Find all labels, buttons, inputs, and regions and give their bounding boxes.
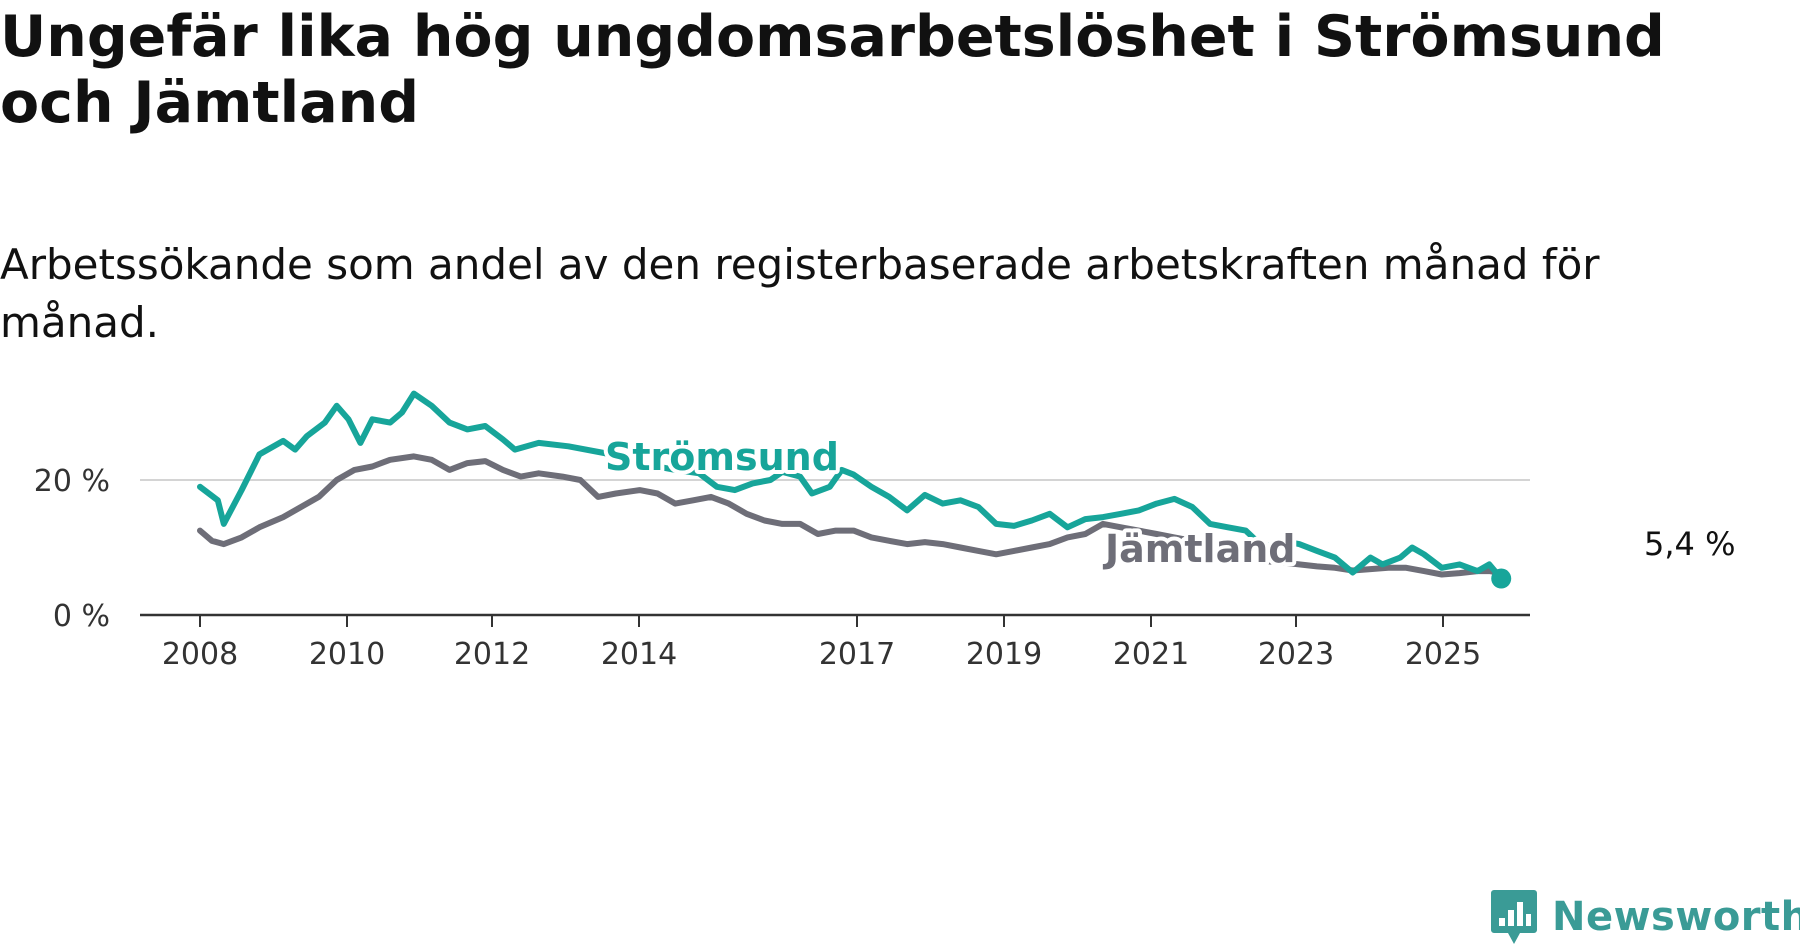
last-value-point: [1491, 568, 1512, 589]
series-label-stromsund: Strömsund: [605, 435, 839, 479]
newsworthy-brand: Newsworthy: [1490, 888, 1800, 946]
chart-subtitle: Arbetssökande som andel av den registerb…: [0, 240, 1600, 347]
series-labels: Strömsund Jämtland 5,4 %: [601, 431, 1738, 575]
y-tick-label: 0 %: [53, 599, 110, 634]
last-value-label: 5,4 %: [1644, 525, 1735, 563]
series-line-jamtland: [197, 453, 1505, 578]
series-lines: [197, 390, 1512, 589]
newsworthy-logo-icon: [1491, 890, 1537, 944]
y-tick-label: 20 %: [34, 464, 110, 499]
series-label-jamtland: Jämtland: [1102, 527, 1295, 571]
x-tick-label: 2017: [819, 637, 895, 672]
x-tick-label: 2010: [309, 637, 385, 672]
x-tick-label: 2019: [966, 637, 1042, 672]
x-tick-label: 2025: [1405, 637, 1481, 672]
x-tick-label: 2008: [162, 637, 238, 672]
x-tick-label: 2012: [454, 637, 530, 672]
chart-title: Ungefär lika hög ungdomsarbetslöshet i S…: [0, 4, 1665, 136]
x-tick-label: 2021: [1113, 637, 1189, 672]
x-tick-label: 2014: [601, 637, 677, 672]
brand-name: Newsworthy: [1552, 894, 1800, 940]
x-tick-label: 2023: [1258, 637, 1334, 672]
x-axis: 0 % 20 % 2008 2010 2012 2014 2017 2019 2021 2023 2…: [34, 464, 1530, 672]
series-line-stromsund: [197, 390, 1505, 582]
